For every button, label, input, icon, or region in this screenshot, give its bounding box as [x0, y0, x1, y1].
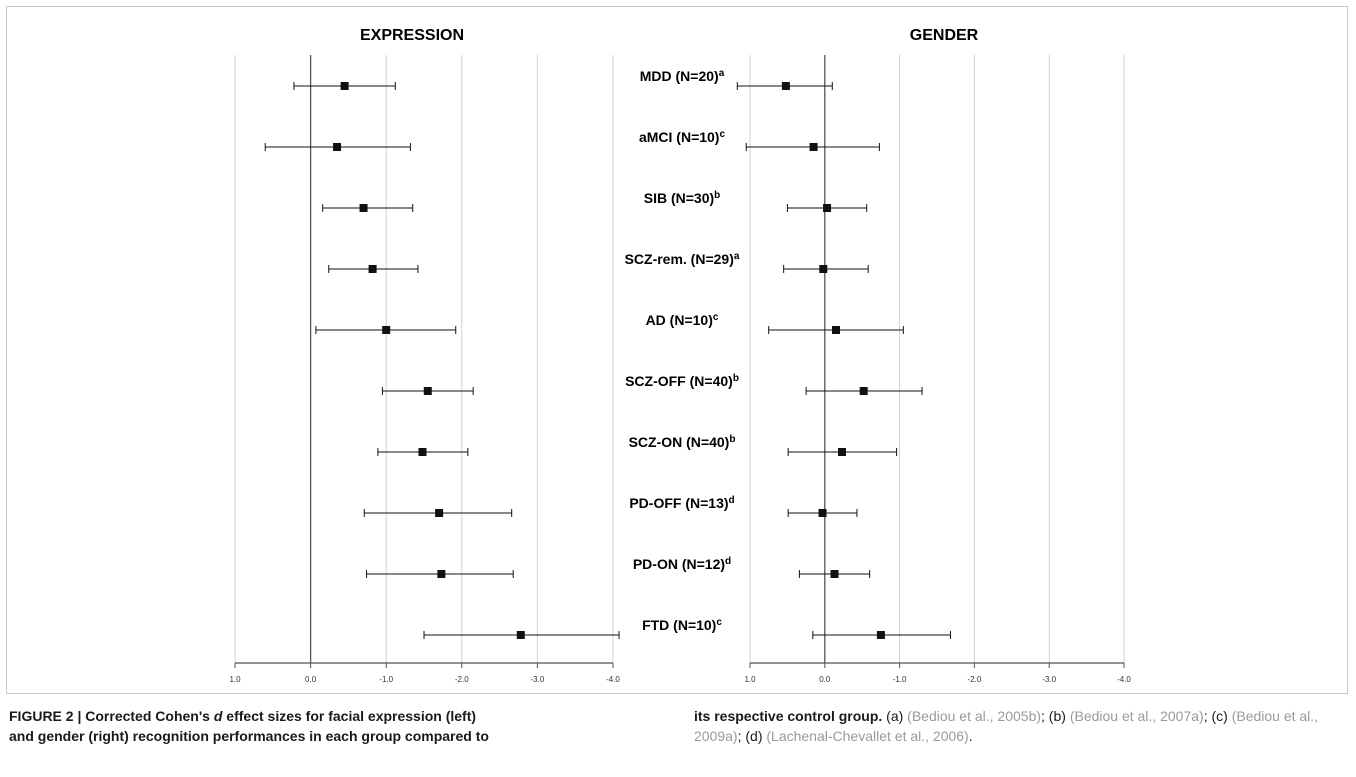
group-label-superscript: b: [729, 434, 735, 445]
gender-tick-label: 0.0: [819, 675, 831, 684]
caption-right: its respective control group. (a) (Bedio…: [694, 706, 1349, 746]
group-label: MDD (N=20)a: [640, 68, 725, 84]
group-label-text: FTD (N=10): [642, 617, 716, 633]
caption-tag-a: (a): [882, 708, 908, 724]
gender-tick-label: 1.0: [744, 675, 756, 684]
group-label-text: MDD (N=20): [640, 68, 719, 84]
group-label: FTD (N=10)c: [642, 617, 722, 633]
group-label: SCZ-OFF (N=40)b: [625, 373, 739, 389]
group-label-superscript: a: [719, 68, 725, 79]
expression-point: [437, 570, 446, 578]
group-label-superscript: c: [719, 129, 725, 140]
group-label-superscript: b: [733, 373, 739, 384]
group-label-text: PD-OFF (N=13): [629, 495, 728, 511]
caption-ref-d[interactable]: (Lachenal-Chevallet et al., 2006): [766, 728, 969, 744]
expression-point: [418, 448, 427, 456]
group-label: SCZ-ON (N=40)b: [629, 434, 736, 450]
figure-frame: [6, 6, 1348, 694]
gender-point: [876, 631, 885, 639]
gender-tick-label: -4.0: [1117, 675, 1131, 684]
gender-point: [830, 570, 839, 578]
group-label: PD-ON (N=12)d: [633, 556, 731, 572]
gender-point: [859, 387, 868, 395]
caption-left: FIGURE 2 | Corrected Cohen's d effect si…: [9, 706, 679, 746]
expression-point: [516, 631, 525, 639]
expression-point: [435, 509, 444, 517]
group-label-text: SIB (N=30): [644, 190, 714, 206]
group-label-text: SCZ-ON (N=40): [629, 434, 730, 450]
expression-point: [368, 265, 377, 273]
gender-point: [838, 448, 847, 456]
caption-sep-d: ; (d): [737, 728, 767, 744]
gender-point: [819, 265, 828, 273]
caption-sep-b: ; (b): [1041, 708, 1070, 724]
group-label-superscript: d: [729, 495, 735, 506]
expression-point: [382, 326, 391, 334]
expression-tick-label: 0.0: [305, 675, 317, 684]
gender-point: [818, 509, 827, 517]
group-label: aMCI (N=10)c: [639, 129, 726, 145]
group-label-superscript: c: [713, 312, 719, 323]
group-label: SIB (N=30)b: [644, 190, 721, 206]
caption-ref-a[interactable]: (Bediou et al., 2005b): [907, 708, 1042, 724]
expression-point: [340, 82, 349, 90]
group-label: SCZ-rem. (N=29)a: [625, 251, 740, 267]
expression-tick-label: 1.0: [229, 675, 241, 684]
caption-sep-c: ; (c): [1203, 708, 1232, 724]
group-label-text: AD (N=10): [646, 312, 713, 328]
caption-ref-b[interactable]: (Bediou et al., 2007a): [1069, 708, 1204, 724]
gender-tick-label: -2.0: [968, 675, 982, 684]
group-label-text: PD-ON (N=12): [633, 556, 725, 572]
forest-plot-figure: EXPRESSION 1.0 0.0 -1.0 -2.0 -3.0 -4.0 GENDER 1.…: [229, 27, 1131, 684]
group-label-superscript: b: [714, 190, 720, 201]
group-label-superscript: a: [734, 251, 740, 262]
caption-line2: and gender (right) recognition performan…: [9, 728, 489, 744]
expression-tick-label: -2.0: [455, 675, 469, 684]
gender-point: [832, 326, 841, 334]
gender-point: [781, 82, 790, 90]
gender-point: [823, 204, 832, 212]
caption-d: d: [213, 708, 223, 724]
group-label-text: aMCI (N=10): [639, 129, 720, 145]
expression-point: [359, 204, 368, 212]
expression-point: [333, 143, 342, 151]
gender-tick-label: -3.0: [1042, 675, 1056, 684]
expression-point: [423, 387, 432, 395]
group-label: AD (N=10)c: [646, 312, 719, 328]
gender-tick-label: -1.0: [893, 675, 907, 684]
caption-line1: effect sizes for facial expression (left…: [222, 708, 477, 724]
expression-title: EXPRESSION: [360, 27, 464, 44]
expression-tick-label: -4.0: [606, 675, 620, 684]
gender-title: GENDER: [910, 27, 979, 44]
gender-point: [809, 143, 818, 151]
group-label-text: SCZ-OFF (N=40): [625, 373, 733, 389]
group-label-text: SCZ-rem. (N=29): [625, 251, 734, 267]
caption-ref-c[interactable]: (Bediou et al., 2009a): [694, 708, 1319, 744]
caption-line3: its respective control group.: [694, 708, 883, 724]
expression-tick-label: -1.0: [379, 675, 393, 684]
group-label-superscript: c: [716, 617, 722, 628]
caption-end: .: [968, 728, 973, 744]
caption-figure-label: FIGURE 2 | Corrected Cohen's: [9, 708, 214, 724]
group-label: PD-OFF (N=13)d: [629, 495, 734, 511]
group-label-superscript: d: [725, 556, 731, 567]
expression-tick-label: -3.0: [531, 675, 545, 684]
